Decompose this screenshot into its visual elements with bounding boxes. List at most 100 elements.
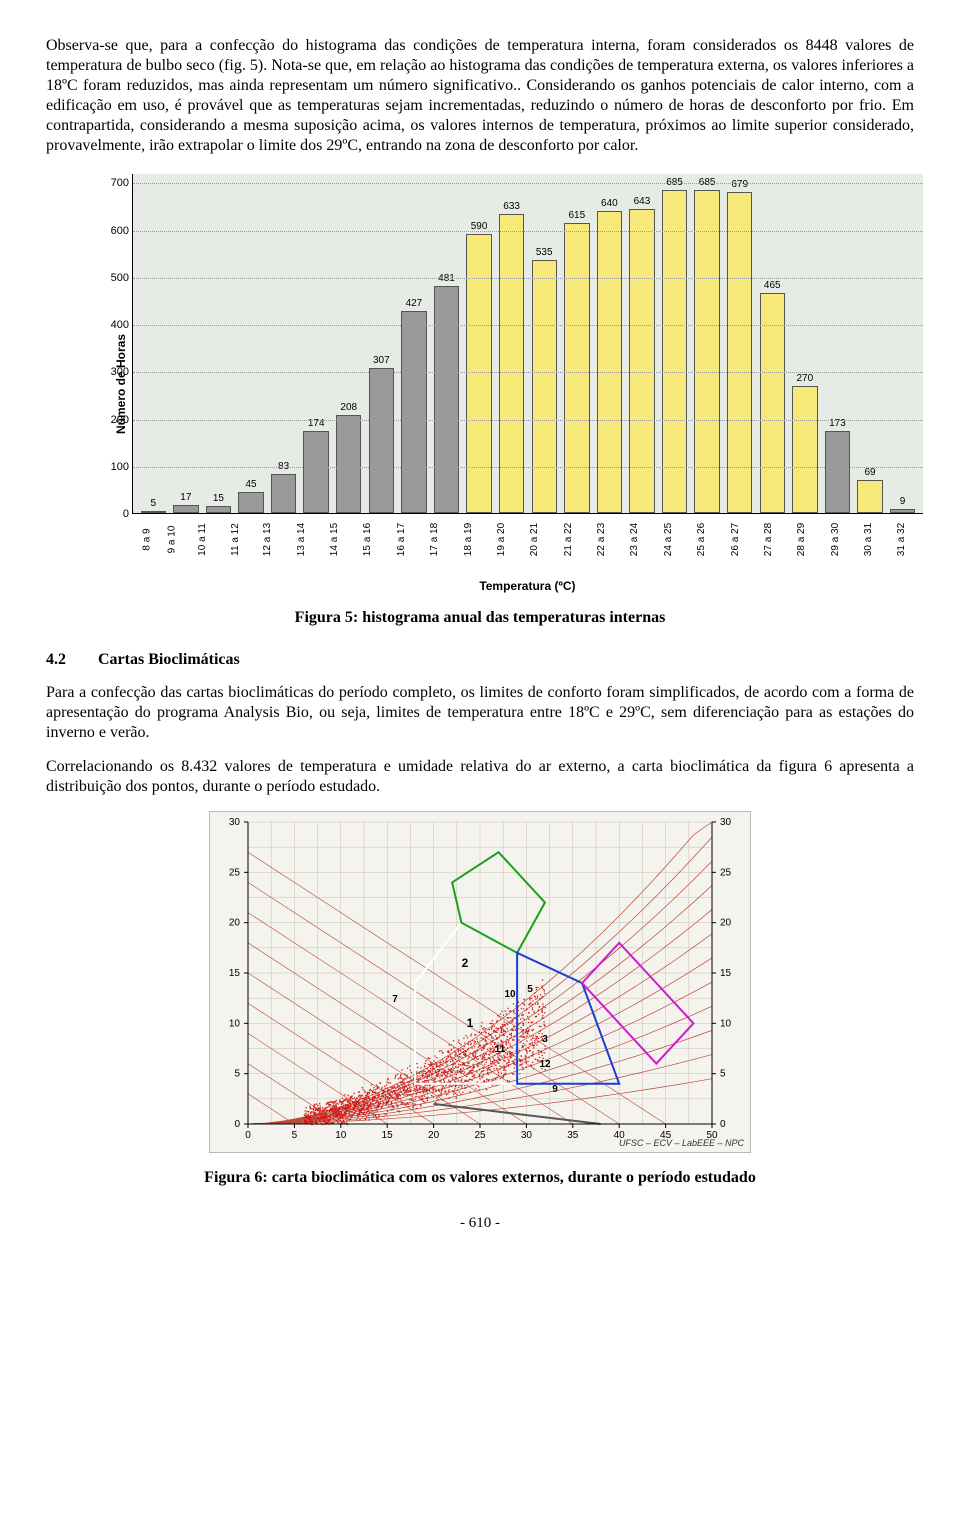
histogram-ytick: 100: [99, 461, 129, 473]
histogram-xtick: 24 a 25: [652, 516, 685, 545]
page-number: - 610 -: [46, 1215, 914, 1232]
histogram-bar-value: 685: [699, 177, 716, 188]
svg-text:15: 15: [382, 1130, 394, 1141]
svg-text:5: 5: [234, 1069, 240, 1080]
histogram-bar-value: 15: [213, 493, 224, 504]
histogram-bar: 15: [202, 174, 235, 513]
histogram-bar-value: 45: [245, 479, 256, 490]
histogram-xtick: 26 a 27: [719, 516, 752, 545]
histogram-bar-value: 69: [864, 467, 875, 478]
histogram-ytick: 700: [99, 177, 129, 189]
histogram-xtick: 18 a 19: [452, 516, 485, 545]
body-paragraph: Correlacionando os 8.432 valores de temp…: [46, 757, 914, 797]
histogram-bar-value: 643: [634, 196, 651, 207]
histogram-xtick: 29 a 30: [819, 516, 852, 545]
histogram-ylabel: Número de Horas: [110, 174, 132, 593]
histogram-bar: 633: [495, 174, 528, 513]
histogram-ytick: 600: [99, 225, 129, 237]
histogram-bar: 427: [398, 174, 431, 513]
section-number: 4.2: [46, 651, 94, 669]
histogram-xtick: 28 a 29: [785, 516, 818, 545]
histogram-bar: 685: [658, 174, 691, 513]
histogram-xtick: 20 a 21: [518, 516, 551, 545]
histogram-xtick: 31 a 32: [885, 516, 918, 545]
svg-text:25: 25: [229, 867, 241, 878]
histogram-bar: 643: [626, 174, 659, 513]
histogram-bar-value: 9: [900, 496, 906, 507]
histogram-plot-area: 5171545831742083074274815906335356156406…: [132, 174, 923, 514]
svg-text:20: 20: [428, 1130, 440, 1141]
histogram-xtick: 8 a 9: [136, 516, 158, 545]
histogram-xtick: 27 a 28: [752, 516, 785, 545]
histogram-ytick: 200: [99, 414, 129, 426]
histogram-xtick: 11 a 12: [219, 516, 252, 545]
histogram-bar: 307: [365, 174, 398, 513]
svg-text:0: 0: [234, 1119, 240, 1130]
section-title: Cartas Bioclimáticas: [98, 651, 240, 668]
histogram-bar-value: 208: [340, 402, 357, 413]
svg-text:30: 30: [720, 817, 732, 828]
histogram-bar-value: 640: [601, 198, 618, 209]
svg-text:12: 12: [539, 1059, 551, 1070]
histogram-bar-value: 17: [180, 492, 191, 503]
histogram-xtick: 23 a 24: [618, 516, 651, 545]
histogram-xtick: 10 a 11: [186, 516, 219, 545]
svg-text:1: 1: [467, 1016, 474, 1030]
histogram-bar: 174: [300, 174, 333, 513]
histogram-xtick: 25 a 26: [685, 516, 718, 545]
svg-text:25: 25: [720, 867, 732, 878]
histogram-xtick: 9 a 10: [158, 516, 186, 545]
histogram-xtick: 13 a 14: [285, 516, 318, 545]
histogram-bar: 685: [691, 174, 724, 513]
svg-text:30: 30: [229, 817, 241, 828]
histogram-bar-value: 270: [797, 373, 814, 384]
svg-text:3: 3: [542, 1034, 548, 1045]
histogram-bar-value: 307: [373, 355, 390, 366]
histogram-bar: 615: [561, 174, 594, 513]
histogram-bar: 270: [789, 174, 822, 513]
svg-text:15: 15: [229, 968, 241, 979]
histogram-bar: 83: [267, 174, 300, 513]
histogram-bar-value: 615: [568, 210, 585, 221]
svg-text:0: 0: [245, 1130, 251, 1141]
histogram-bar: 173: [821, 174, 854, 513]
histogram-xtick: 21 a 22: [552, 516, 585, 545]
histogram-ytick: 400: [99, 319, 129, 331]
histogram-bar: 9: [886, 174, 919, 513]
svg-text:10: 10: [335, 1130, 347, 1141]
histogram-xtick: 12 a 13: [251, 516, 284, 545]
svg-text:25: 25: [474, 1130, 486, 1141]
histogram-bar-value: 679: [731, 179, 748, 190]
histogram-xtick: 22 a 23: [585, 516, 618, 545]
svg-text:11: 11: [495, 1044, 506, 1055]
histogram-xtick: 19 a 20: [485, 516, 518, 545]
svg-text:10: 10: [720, 1018, 732, 1029]
svg-text:15: 15: [720, 968, 732, 979]
svg-text:2: 2: [462, 956, 469, 970]
body-paragraph: Para a confecção das cartas bioclimática…: [46, 683, 914, 743]
histogram-ytick: 0: [99, 508, 129, 520]
figure-5-caption: Figura 5: histograma anual das temperatu…: [46, 609, 914, 627]
figure-5-histogram: Número de Horas 517154583174208307427481…: [110, 174, 850, 593]
histogram-xticks: 8 a 99 a 1010 a 1111 a 1212 a 1313 a 141…: [132, 514, 923, 545]
bioclimatic-svg: 0510152025303540455005101520253005101520…: [210, 812, 750, 1152]
svg-text:5: 5: [527, 984, 533, 995]
histogram-xtick: 17 a 18: [418, 516, 451, 545]
histogram-bar-value: 535: [536, 247, 553, 258]
svg-text:20: 20: [229, 918, 241, 929]
histogram-bar: 17: [170, 174, 203, 513]
svg-text:5: 5: [720, 1069, 726, 1080]
svg-text:7: 7: [392, 994, 398, 1005]
bioclimatic-credit: UFSC – ECV – LabEEE – NPC: [619, 1138, 744, 1148]
svg-text:30: 30: [521, 1130, 533, 1141]
svg-text:35: 35: [567, 1130, 579, 1141]
histogram-bar: 45: [235, 174, 268, 513]
histogram-bar: 640: [593, 174, 626, 513]
figure-6-caption: Figura 6: carta bioclimática com os valo…: [46, 1169, 914, 1187]
section-heading: 4.2 Cartas Bioclimáticas: [46, 651, 914, 669]
histogram-bar-value: 427: [406, 298, 423, 309]
histogram-xtick: 14 a 15: [318, 516, 351, 545]
histogram-xtick: 30 a 31: [852, 516, 885, 545]
svg-text:9: 9: [552, 1084, 558, 1095]
histogram-bar-value: 633: [503, 201, 520, 212]
